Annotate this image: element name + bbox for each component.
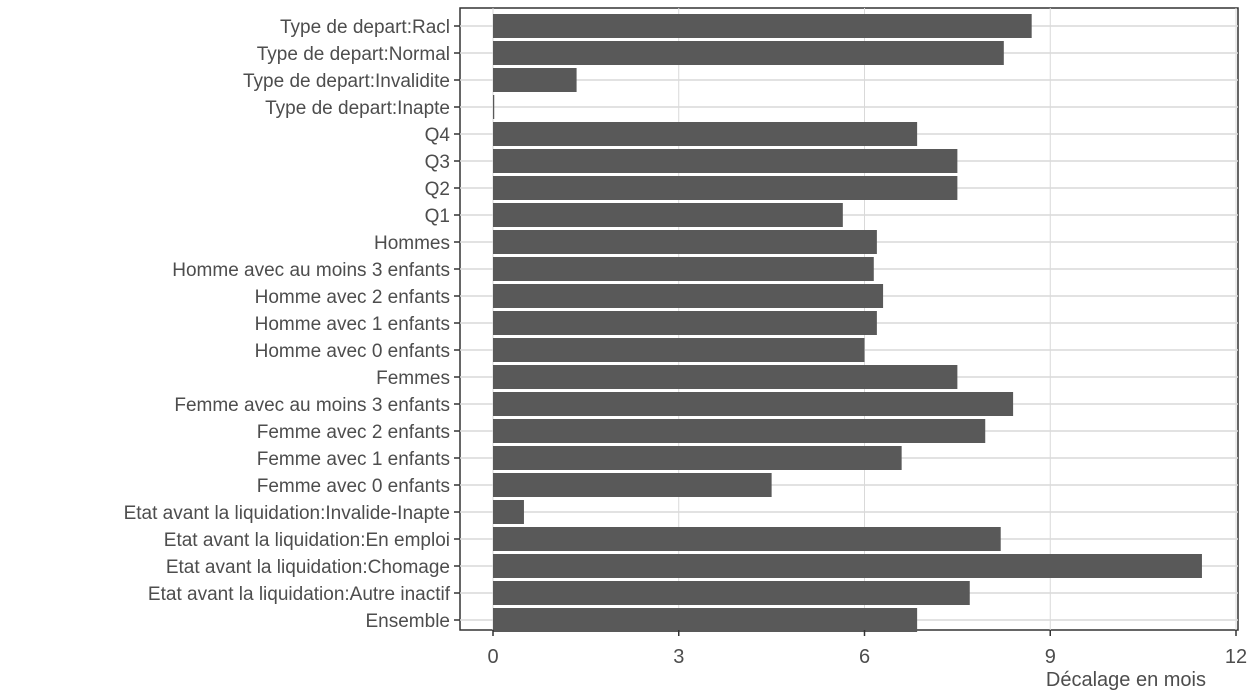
category-label: Femme avec au moins 3 enfants xyxy=(174,395,450,416)
bar xyxy=(493,149,958,173)
x-tick-label: 0 xyxy=(487,646,498,668)
category-label: Type de depart:Invalidite xyxy=(243,71,450,92)
category-label: Homme avec 0 enfants xyxy=(255,341,450,362)
bar xyxy=(493,176,958,200)
bar xyxy=(493,581,970,605)
x-tick-label: 3 xyxy=(673,646,684,668)
x-axis-title: Décalage en mois xyxy=(1046,669,1206,691)
bar xyxy=(493,122,918,146)
bar xyxy=(493,230,877,254)
category-label: Etat avant la liquidation:En emploi xyxy=(164,530,450,551)
bar xyxy=(493,41,1004,65)
category-label: Femmes xyxy=(376,368,450,389)
x-tick-label: 12 xyxy=(1225,646,1247,668)
category-label: Q4 xyxy=(425,125,451,146)
bar xyxy=(493,257,874,281)
category-label: Femme avec 2 enfants xyxy=(257,422,450,443)
category-label: Type de depart:Normal xyxy=(257,44,450,65)
category-label: Ensemble xyxy=(366,611,451,632)
category-label: Type de depart:Inapte xyxy=(265,98,450,119)
bar xyxy=(493,338,865,362)
x-axis: 0 3 6 9 12 xyxy=(487,630,1247,668)
bar xyxy=(493,554,1202,578)
bar xyxy=(493,527,1001,551)
bar xyxy=(493,392,1014,416)
category-label: Type de depart:Racl xyxy=(280,17,450,38)
category-label: Q3 xyxy=(425,152,450,173)
category-label: Etat avant la liquidation:Chomage xyxy=(166,557,450,578)
bar xyxy=(493,365,958,389)
bar xyxy=(493,95,495,119)
bar xyxy=(493,68,577,92)
category-label: Homme avec au moins 3 enfants xyxy=(172,260,450,281)
bar xyxy=(493,311,877,335)
category-label: Homme avec 1 enfants xyxy=(255,314,450,335)
bar xyxy=(493,500,524,524)
bar xyxy=(493,14,1032,38)
bar xyxy=(493,203,843,227)
bar xyxy=(493,284,884,308)
x-tick-label: 9 xyxy=(1045,646,1056,668)
category-label: Homme avec 2 enfants xyxy=(255,287,450,308)
bar xyxy=(493,446,902,470)
category-label: Femme avec 1 enfants xyxy=(257,449,450,470)
category-label: Hommes xyxy=(374,233,450,254)
category-label: Q2 xyxy=(425,179,450,200)
y-axis: Type de depart:Racl Type de depart:Normal… xyxy=(124,17,460,632)
bar xyxy=(493,473,772,497)
category-label: Femme avec 0 enfants xyxy=(257,476,450,497)
category-label: Q1 xyxy=(425,206,450,227)
category-label: Etat avant la liquidation:Autre inactif xyxy=(148,584,451,605)
bars xyxy=(493,14,1202,632)
bar xyxy=(493,419,986,443)
x-tick-label: 6 xyxy=(859,646,870,668)
category-label: Etat avant la liquidation:Invalide-Inapt… xyxy=(124,503,450,524)
bar xyxy=(493,608,918,632)
